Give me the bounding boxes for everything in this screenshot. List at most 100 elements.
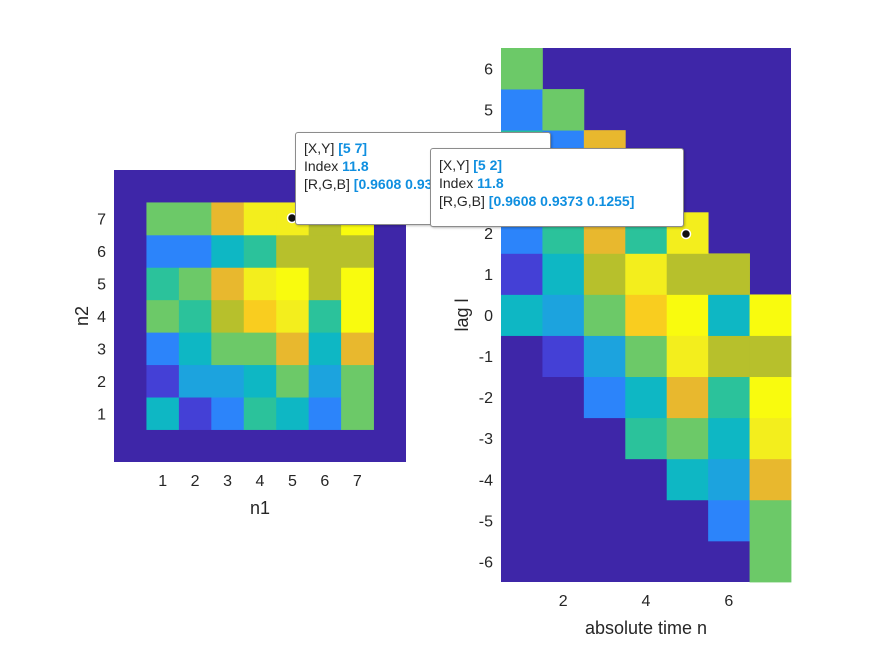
x-tick-label: 6 [320, 473, 329, 490]
heatmap-cell [625, 417, 668, 460]
heatmap-cell [146, 234, 180, 268]
heatmap-cell [625, 335, 668, 378]
y-tick-label: -2 [479, 390, 493, 407]
heatmap-cell [341, 397, 374, 430]
heatmap-cell [625, 253, 668, 295]
heatmap-cell [749, 458, 792, 501]
heatmap-cell [341, 364, 374, 398]
datatip-index-label: Index [439, 175, 474, 191]
x-tick-label: 1 [158, 473, 167, 490]
heatmap-cell [146, 364, 180, 398]
heatmap-cell [243, 234, 277, 268]
heatmap-cell [243, 364, 277, 398]
datatip-right-index-row: Index 11.8 [439, 174, 675, 192]
datatip-right-xy-row: [X,Y] [5 2] [439, 156, 675, 174]
heatmap-cell [178, 234, 212, 268]
heatmap-cell [583, 335, 626, 378]
heatmap-cell [666, 335, 709, 378]
heatmap-cell [146, 299, 180, 333]
y-tick-label: 4 [97, 309, 106, 326]
heatmap-cell [666, 253, 709, 295]
y-tick-label: -4 [479, 472, 493, 489]
heatmap-cell [542, 89, 585, 131]
datatip-xy-label: [X,Y] [439, 157, 470, 173]
heatmap-cell [146, 202, 180, 236]
heatmap-cell [308, 332, 342, 366]
heatmap-cell [211, 397, 245, 430]
heatmap-cell [583, 294, 626, 336]
heatmap-cell [501, 89, 543, 131]
heatmap-cell [666, 458, 709, 501]
heatmap-cell [276, 267, 310, 301]
y-tick-label: 5 [484, 103, 493, 120]
heatmap-cell [666, 417, 709, 460]
heatmap-cell [243, 397, 277, 430]
x-tick-label: 5 [288, 473, 297, 490]
heatmap-cell [501, 253, 543, 295]
heatmap-cell [211, 267, 245, 301]
datatip-rgb-label: [R,G,B] [304, 176, 350, 192]
heatmap-cell [276, 299, 310, 333]
left-y-tick-labels: 1 2 3 4 5 6 7 [97, 212, 106, 424]
y-tick-label: 7 [97, 212, 106, 229]
heatmap-cell [211, 332, 245, 366]
y-tick-label: -5 [479, 513, 493, 530]
heatmap-cell [749, 376, 792, 419]
heatmap-cell [308, 234, 342, 268]
datatip-index-value: 11.8 [477, 175, 504, 191]
heatmap-cell [308, 299, 342, 333]
y-tick-label: -6 [479, 554, 493, 571]
heatmap-cell [749, 294, 792, 336]
heatmap-cell [625, 294, 668, 336]
heatmap-cell [146, 397, 180, 430]
datatip-right-rgb-row: [R,G,B] [0.9608 0.9373 0.1255] [439, 192, 675, 210]
left-x-axis-label: n1 [250, 498, 270, 518]
y-tick-label: 1 [97, 406, 106, 423]
heatmap-cell [708, 458, 750, 501]
heatmap-cell [708, 294, 750, 336]
y-tick-label: -1 [479, 349, 493, 366]
heatmap-cell [749, 499, 792, 542]
x-tick-label: 3 [223, 473, 232, 490]
x-tick-label: 2 [559, 593, 568, 610]
x-tick-label: 6 [724, 593, 733, 610]
right-y-axis-label: lag l [452, 298, 472, 331]
heatmap-cell [243, 299, 277, 333]
datatip-marker-right[interactable] [680, 228, 692, 240]
heatmap-cell [341, 299, 374, 333]
heatmap-cell [708, 376, 750, 419]
heatmap-cell [211, 364, 245, 398]
right-y-tick-labels: -6-5-4-3-2-10123456 [479, 62, 493, 572]
heatmap-cell [708, 335, 750, 378]
heatmap-cell [542, 335, 585, 378]
heatmap-cell [276, 397, 310, 430]
y-tick-label: 1 [484, 267, 493, 284]
heatmap-cell [583, 253, 626, 295]
heatmap-cell [625, 376, 668, 419]
datatip-left-index-row: Index 11.8 [304, 157, 542, 175]
x-tick-label: 2 [191, 473, 200, 490]
heatmap-cell [666, 294, 709, 336]
datatip-left-xy-row: [X,Y] [5 7] [304, 139, 542, 157]
heatmap-cell [542, 294, 585, 336]
datatip-xy-value: [5 7] [338, 140, 368, 156]
heatmap-cell [341, 234, 374, 268]
heatmap-cell [501, 294, 543, 336]
heatmap-cell [341, 267, 374, 301]
heatmap-cell [749, 540, 792, 583]
datatip-rgb-label: [R,G,B] [439, 193, 485, 209]
heatmap-cell [749, 417, 792, 460]
y-tick-label: 2 [484, 226, 493, 243]
datatip-right[interactable]: [X,Y] [5 2] Index 11.8 [R,G,B] [0.9608 0… [430, 148, 684, 227]
x-tick-label: 4 [256, 473, 265, 490]
heatmap-cell [542, 253, 585, 295]
heatmap-cell [708, 253, 750, 295]
datatip-rgb-value: [0.9608 0.9373 0.1255] [488, 193, 635, 209]
heatmap-cell [178, 397, 212, 430]
heatmap-cell [211, 202, 245, 236]
heatmap-cell [178, 364, 212, 398]
x-tick-label: 4 [642, 593, 651, 610]
heatmap-cell [243, 202, 277, 236]
heatmap-cell [211, 299, 245, 333]
heatmap-cell [308, 364, 342, 398]
